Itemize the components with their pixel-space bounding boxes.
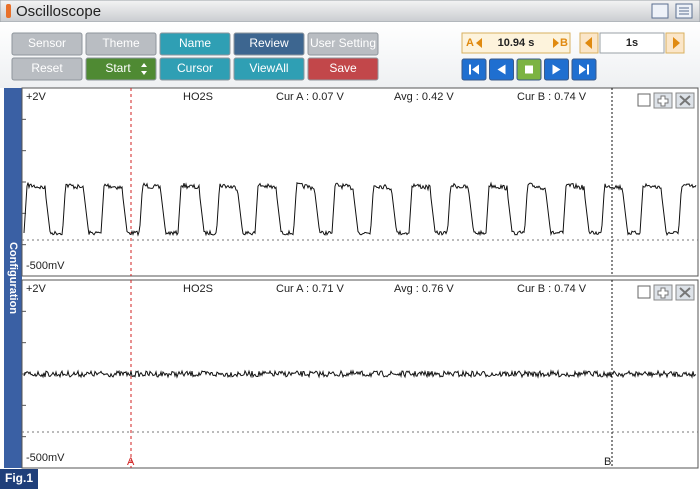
button-label: Name: [179, 36, 211, 50]
cursor-b-value: Cur B : 0.74 V: [517, 283, 587, 295]
range-bottom: -500mV: [26, 452, 65, 464]
button[interactable]: [233, 57, 305, 81]
time-readout: [461, 32, 571, 54]
sensor-name: HO2S: [183, 91, 213, 103]
cursor-a-value: Cur A : 0.71 V: [276, 283, 345, 295]
sensor-name: HO2S: [183, 283, 213, 295]
button-label: ViewAll: [249, 61, 288, 75]
title-bar: [0, 0, 700, 23]
range-bottom: -500mV: [26, 260, 65, 272]
button[interactable]: [159, 32, 231, 56]
button[interactable]: [233, 32, 305, 56]
cursor-a-label: A: [127, 456, 135, 468]
button-label: Reset: [31, 61, 63, 75]
spin-icon: [141, 71, 147, 75]
panel-checkbox[interactable]: [637, 93, 651, 107]
panel-checkbox[interactable]: [637, 285, 651, 299]
cursor-a-value: Cur A : 0.07 V: [276, 91, 345, 103]
average-value: Avg : 0.76 V: [394, 283, 454, 295]
zoom-icon: [657, 95, 669, 107]
range-top: +2V: [26, 91, 47, 103]
button-label: User Setting: [310, 36, 376, 50]
close-icon: [679, 287, 691, 298]
button-label: Review: [249, 36, 289, 50]
button[interactable]: [11, 32, 83, 56]
cursor-a-marker: A: [466, 37, 474, 49]
cursor-b-label: B: [604, 456, 611, 468]
button-label: Cursor: [177, 61, 213, 75]
window-button[interactable]: [651, 3, 669, 19]
zoom-icon: [657, 287, 669, 299]
button[interactable]: [85, 57, 157, 81]
figure-label: Fig.1: [5, 471, 33, 485]
media-icon: [579, 64, 589, 75]
interval-value: 1s: [626, 37, 638, 49]
button[interactable]: [85, 32, 157, 56]
button[interactable]: [159, 57, 231, 81]
range-top: +2V: [26, 283, 47, 295]
button-label: Theme: [102, 36, 140, 50]
app-icon: [6, 4, 11, 18]
cursor-b-marker: B: [560, 37, 568, 49]
time-value: 10.94 s: [498, 37, 535, 49]
button[interactable]: [307, 32, 379, 56]
button[interactable]: [307, 57, 379, 81]
button-label: Start: [105, 61, 131, 75]
average-value: Avg : 0.42 V: [394, 91, 454, 103]
waveform: [23, 369, 697, 379]
interval-box: [599, 32, 665, 54]
side-tab-label: Configuration: [7, 242, 19, 314]
spin-icon: [141, 63, 147, 67]
cursor-b-value: Cur B : 0.74 V: [517, 91, 587, 103]
button-label: Sensor: [28, 36, 66, 50]
window-title: Oscilloscope: [16, 3, 101, 20]
close-icon: [679, 95, 691, 106]
waveform: [23, 181, 697, 237]
scope-panel: [21, 87, 699, 277]
media-icon: [497, 64, 506, 75]
media-icon: [552, 64, 561, 75]
side-tab[interactable]: [4, 88, 22, 468]
button-label: Save: [329, 61, 357, 75]
button[interactable]: [11, 57, 83, 81]
figure-label-bg: [0, 469, 38, 489]
media-icon: [469, 64, 479, 75]
media-icon: [525, 65, 533, 74]
